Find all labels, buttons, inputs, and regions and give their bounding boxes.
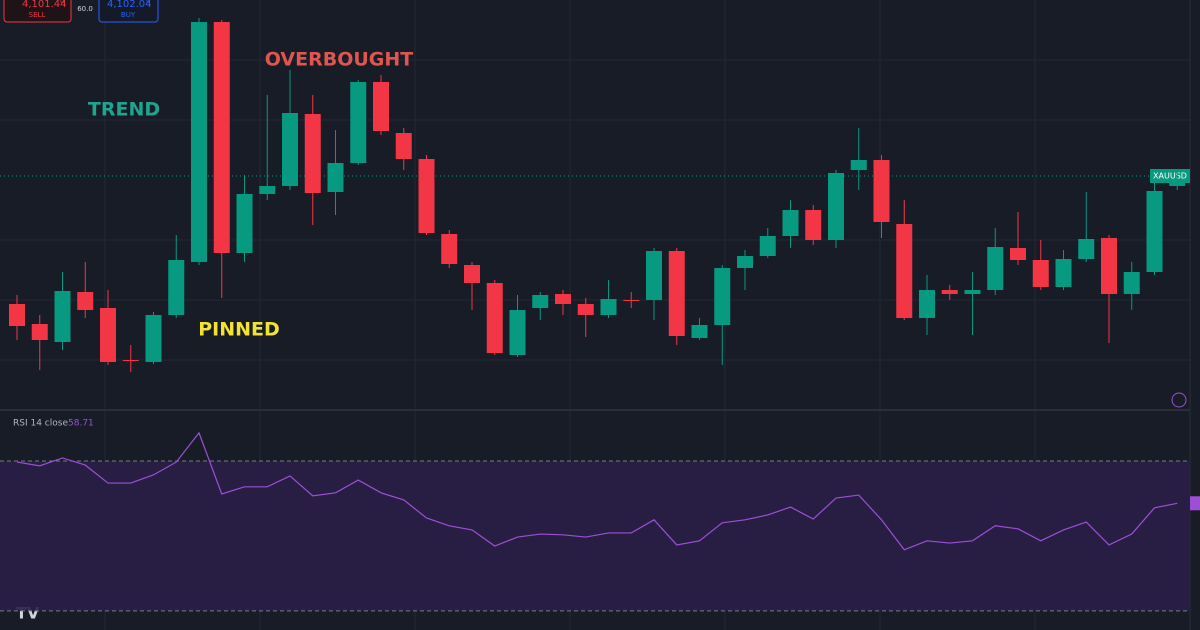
candle-body	[668, 251, 685, 336]
candle-body	[168, 260, 185, 315]
buy-box[interactable]	[98, 0, 159, 23]
candle-body	[919, 290, 935, 318]
candle-body	[600, 299, 617, 315]
annotation: OVERBOUGHT	[265, 49, 414, 71]
candle-body	[304, 114, 321, 193]
candle-body	[418, 159, 435, 233]
buy-price-sup: 0	[146, 0, 150, 5]
candle-body	[509, 310, 526, 355]
candle-body	[646, 251, 662, 300]
candle-body	[464, 265, 480, 283]
candle-body	[941, 290, 958, 294]
sell-price-sup: 0	[60, 0, 64, 5]
candle-body	[896, 224, 913, 318]
alert-icon[interactable]	[1171, 392, 1187, 408]
candle-body	[1169, 182, 1186, 186]
candle-body	[395, 133, 412, 159]
candle-body	[259, 186, 276, 194]
annotation: TREND	[88, 99, 160, 121]
candle-body	[236, 194, 253, 253]
candle-body	[1101, 238, 1117, 294]
candle-body	[691, 325, 708, 338]
candle-body	[873, 160, 890, 222]
candle-body	[1032, 260, 1049, 287]
candle-body	[282, 113, 298, 186]
candle-body	[31, 324, 48, 340]
candle-body	[122, 360, 139, 361]
candle-body	[782, 210, 799, 236]
candle-body	[577, 304, 594, 315]
candle-body	[327, 163, 344, 192]
candle-body	[714, 268, 731, 325]
buy-label: BUY	[121, 11, 136, 19]
candle-body	[1010, 248, 1026, 260]
candle-body	[964, 290, 981, 294]
candle-body	[100, 308, 116, 362]
candle-body	[373, 82, 389, 131]
annotation: PINNED	[198, 319, 280, 341]
sell-box[interactable]	[3, 0, 72, 23]
rsi-tag	[1190, 496, 1200, 511]
candle-body	[555, 294, 571, 304]
candle-body	[759, 236, 776, 256]
symbol-tag	[1150, 169, 1190, 183]
rsi-value: 58.71	[68, 419, 94, 429]
rsi-line	[16, 431, 1178, 551]
candle-body	[828, 173, 844, 240]
sell-label: SELL	[29, 11, 46, 19]
buy-price: 4,102.04	[107, 0, 152, 10]
candle-body	[145, 315, 162, 362]
candle-body	[1078, 239, 1095, 259]
candle-body	[1055, 259, 1072, 287]
candle-body	[805, 210, 822, 240]
candle-body	[1146, 191, 1163, 272]
candle-body	[623, 300, 640, 301]
buy-button[interactable]: 4,102.04 0 BUY	[98, 0, 159, 23]
candle-body	[77, 292, 94, 310]
symbol-label: XAUUSD	[1153, 172, 1187, 181]
candle-body	[441, 234, 458, 264]
candle-body	[987, 247, 1004, 290]
candle-body	[350, 82, 367, 163]
spread: 60.0	[77, 5, 93, 13]
candle-body	[532, 295, 549, 308]
candle-body	[9, 304, 25, 326]
candle-body	[1123, 272, 1140, 294]
sell-price: 4,101.44	[22, 0, 67, 10]
candle-body	[850, 160, 867, 170]
rsi-title: RSI 14 close	[13, 419, 68, 429]
candle-body	[486, 283, 503, 353]
candle-body	[213, 22, 230, 253]
candle-body	[737, 256, 753, 268]
candle-body	[191, 22, 207, 262]
candle-body	[54, 291, 71, 342]
sell-button[interactable]: 4,101.44 0 SELL	[3, 0, 72, 23]
